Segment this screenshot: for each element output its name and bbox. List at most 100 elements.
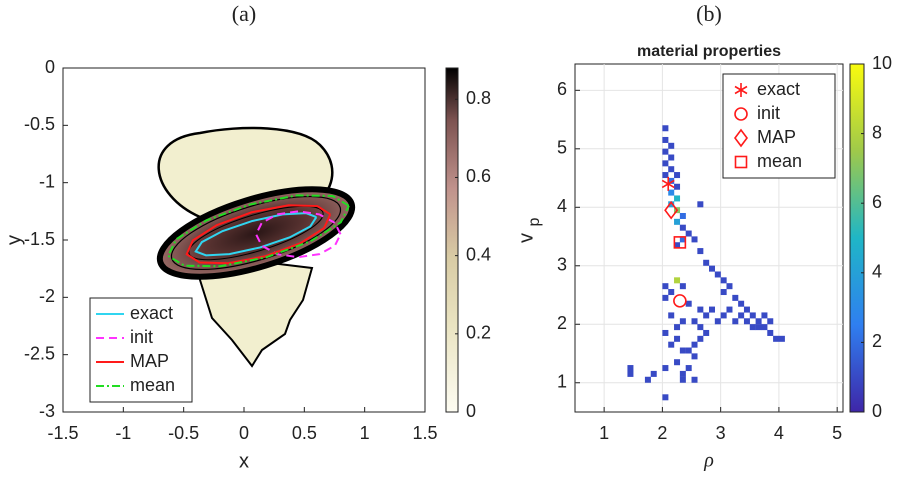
plot-area (574, 63, 844, 413)
y-tick-label: -1 (39, 171, 55, 191)
marker (734, 107, 748, 121)
colorbar-tick-label: 0.6 (466, 166, 491, 186)
heat-cell (755, 318, 762, 325)
heat-cell (697, 248, 704, 255)
colorbar (849, 63, 865, 413)
heat-cell (662, 136, 669, 143)
panel-label: (a) (232, 1, 256, 26)
x-tick-label: 0 (239, 423, 249, 443)
marker (673, 236, 687, 249)
y-axis-label: v (515, 233, 537, 243)
heat-cell (697, 335, 704, 342)
y-tick-label: 5 (557, 138, 567, 158)
x-tick-label: -1 (115, 423, 131, 443)
legend-label: mean (130, 375, 175, 395)
heat-cell (685, 365, 692, 372)
heat-cell (697, 324, 704, 331)
heat-cell (761, 312, 768, 319)
y-axis-label: y (3, 235, 25, 245)
y-axis-label-subscript: p (526, 217, 543, 226)
heat-cell (720, 312, 727, 319)
legend-label: init (757, 103, 780, 123)
x-axis-label: ρ (703, 450, 714, 472)
panel-label: (b) (696, 1, 722, 26)
heat-cell (679, 212, 686, 219)
heat-cell (691, 318, 698, 325)
heat-cell (709, 306, 715, 313)
heat-cell (668, 312, 675, 319)
heat-cell (674, 242, 681, 249)
heat-cell (662, 148, 669, 155)
marker (673, 294, 687, 308)
x-tick-label: 2 (657, 423, 667, 443)
x-tick-label: 0.5 (292, 423, 317, 443)
marker (734, 83, 748, 97)
heat-cell (743, 306, 750, 313)
heat-cell (668, 189, 675, 196)
heat-cell (778, 335, 785, 342)
heat-cell (627, 370, 634, 377)
heat-cell (668, 289, 675, 296)
heat-cell (767, 329, 774, 336)
heat-cell (674, 335, 681, 342)
heat-cell (668, 201, 675, 208)
heat-cell (662, 160, 669, 167)
y-tick-label: -1.5 (24, 229, 55, 249)
heat-cell (674, 218, 681, 225)
colorbar (445, 67, 459, 413)
marker (734, 155, 748, 169)
heat-cell (644, 376, 651, 383)
heat-cell (738, 312, 745, 319)
x-axis-label: x (239, 450, 249, 472)
y-tick-label: 2 (557, 313, 567, 333)
x-tick-label: 3 (716, 423, 726, 443)
heat-cell (662, 283, 669, 290)
heat-cell (674, 183, 681, 190)
heat-cell (679, 376, 686, 383)
heat-cell (679, 236, 686, 243)
heat-cell (674, 172, 681, 179)
colorbar-tick-label: 2 (872, 331, 882, 351)
colorbar-tick-label: 0 (466, 401, 476, 421)
heat-cell (668, 341, 675, 348)
heat-cell (674, 195, 681, 202)
y-tick-label: -0.5 (24, 114, 55, 134)
heat-cell (679, 318, 686, 325)
heat-cell (650, 370, 657, 377)
heat-cell (685, 230, 692, 237)
colorbar-tick-label: 0 (872, 401, 882, 421)
heat-cell (703, 259, 710, 266)
heat-cell (709, 265, 715, 272)
heat-cell (720, 289, 727, 296)
y-tick-label: -2.5 (24, 343, 55, 363)
heat-cell (703, 329, 710, 336)
heat-cell (627, 365, 634, 372)
y-tick-label: 6 (557, 79, 567, 99)
x-tick-label: 5 (832, 423, 842, 443)
heat-cell (685, 347, 692, 354)
heat-cell (714, 271, 721, 278)
heat-cell (726, 306, 733, 313)
heat-cell (773, 335, 780, 342)
chart-title: material properties (637, 43, 781, 60)
heat-cell (726, 283, 733, 290)
heat-cell (668, 154, 675, 161)
colorbar-tick-label: 4 (872, 262, 882, 282)
heat-cell (755, 324, 762, 331)
heat-cell (668, 166, 675, 173)
y-tick-label: -3 (39, 401, 55, 421)
heat-cell (697, 201, 704, 208)
heat-cell (674, 277, 681, 284)
heat-cell (668, 142, 675, 149)
y-tick-label: 4 (557, 196, 567, 216)
heat-cell (714, 318, 721, 325)
x-tick-label: 1 (360, 423, 370, 443)
heat-cell (662, 329, 669, 336)
curve (166, 194, 350, 268)
heat-cell (691, 376, 698, 383)
colorbar-tick-label: 6 (872, 192, 882, 212)
heat-cell (662, 394, 669, 401)
heat-cell (743, 318, 750, 325)
